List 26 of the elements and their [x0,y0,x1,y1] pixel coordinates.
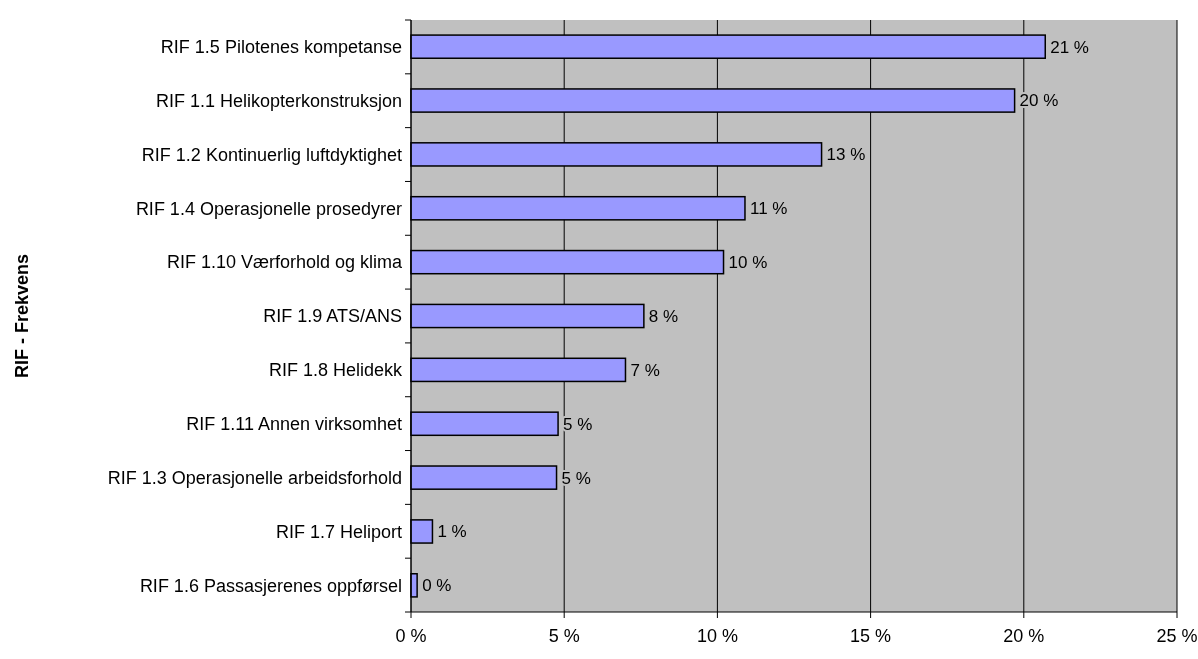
x-tick-label: 5 % [548,626,580,646]
data-label: 1 % [437,522,467,542]
y-tick-label: RIF 1.10 Værforhold og klima [166,252,403,273]
y-tick-label: RIF 1.3 Operasjonelle arbeidsforhold [107,467,402,488]
data-label: 13 % [826,145,866,165]
y-tick-label: RIF 1.7 Heliport [275,521,402,542]
x-tick-label: 10 % [696,626,738,646]
data-label: 0 % [422,576,452,596]
data-label: 8 % [648,306,679,326]
y-tick-label: RIF 1.2 Kontinuerlig luftdyktighet [141,144,402,165]
data-label: 21 % [1050,37,1089,57]
y-tick-label: RIF 1.1 Helikopterkonstruksjon [155,90,402,111]
y-tick-label: RIF 1.5 Pilotenes kompetanse [160,36,402,57]
y-tick-label: RIF 1.4 Operasjonelle prosedyrer [135,198,402,219]
data-label: 7 % [630,360,660,380]
x-tick-label: 20 % [1003,626,1045,646]
x-tick-label: 0 % [395,626,427,646]
x-tick-label: 15 % [850,626,892,646]
y-tick-label: RIF 1.6 Passasjerenes oppførsel [139,575,402,596]
data-label: 10 % [728,253,768,273]
x-tick-label: 25 % [1156,626,1198,646]
y-axis-title: RIF - Frekvens [12,253,32,379]
data-label: 11 % [749,199,788,219]
y-tick-label: RIF 1.11 Annen virksomhet [186,414,402,435]
y-tick-label: RIF 1.9 ATS/ANS [263,306,402,327]
y-tick-label: RIF 1.8 Helidekk [268,360,403,381]
